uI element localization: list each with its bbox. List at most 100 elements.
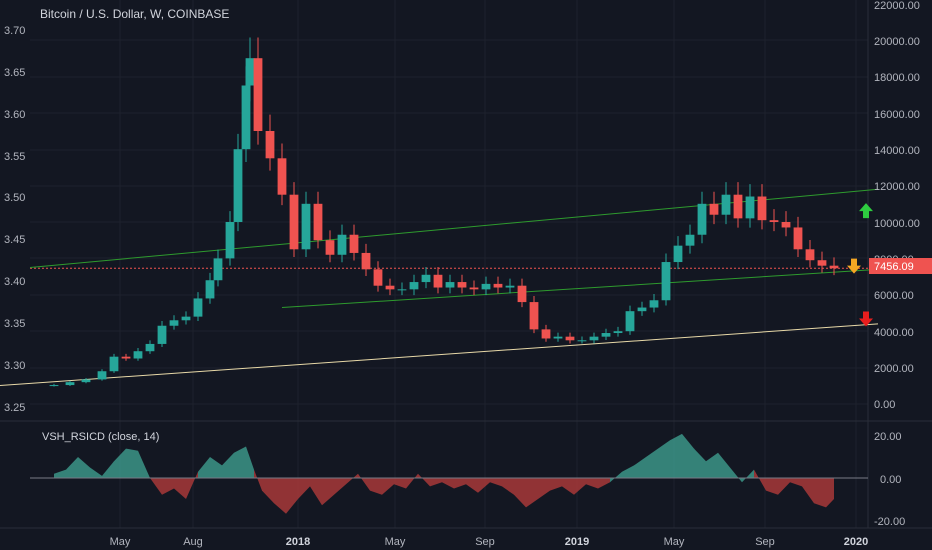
indicator-area [778, 478, 790, 495]
candle [421, 274, 431, 283]
indicator-area [622, 465, 634, 478]
candle [133, 351, 143, 359]
indicator-area [246, 446, 254, 478]
indicator-area [658, 440, 670, 478]
indicator-area [490, 478, 502, 487]
indicator-area [454, 478, 466, 489]
indicator-area [262, 478, 274, 504]
indicator-area [526, 478, 538, 508]
trendline [281, 268, 879, 309]
candle [361, 252, 371, 270]
candle [433, 274, 443, 288]
candle [565, 336, 575, 341]
indicator-area [814, 478, 826, 508]
indicator-area [66, 457, 78, 478]
candle [213, 258, 223, 281]
indicator-area [234, 446, 246, 478]
x-tick: May [664, 536, 685, 548]
candle [265, 131, 275, 159]
candle [409, 282, 419, 290]
indicator-tick: 0.00 [880, 474, 901, 486]
candle [541, 329, 551, 339]
indicator-area [210, 457, 222, 478]
candle [181, 316, 191, 321]
indicator-area [670, 433, 682, 478]
candle [253, 58, 263, 132]
left-tick: 3.35 [4, 318, 25, 330]
indicator-area [694, 448, 706, 478]
chart-title: Bitcoin / U.S. Dollar, W, COINBASE [40, 7, 229, 21]
indicator-area [634, 457, 646, 478]
x-tick: 2018 [286, 536, 310, 548]
indicator-area [274, 478, 286, 514]
indicator-area [298, 478, 310, 499]
indicator-area [222, 452, 234, 478]
right-tick: 4000.00 [874, 327, 914, 339]
candle [757, 196, 767, 221]
last-price-label: 7456.09 [869, 258, 932, 274]
indicator-area [138, 450, 150, 478]
indicator-area [562, 478, 574, 495]
x-tick: May [385, 536, 406, 548]
candle [661, 262, 671, 301]
indicator-area [754, 469, 766, 491]
indicator-area [126, 448, 138, 478]
candle [745, 196, 755, 219]
x-tick: Sep [755, 536, 775, 548]
trendline [0, 323, 879, 387]
left-tick: 3.30 [4, 360, 25, 372]
candle [805, 249, 815, 261]
candle [241, 85, 251, 150]
candle [517, 285, 527, 303]
candle [397, 289, 407, 291]
arrow-down-icon [847, 258, 861, 274]
indicator-area [550, 478, 562, 491]
indicator-area [610, 471, 622, 483]
candle [505, 285, 515, 288]
left-tick: 3.55 [4, 151, 25, 163]
indicator-area [418, 473, 430, 487]
candle [49, 385, 59, 387]
candle [817, 260, 827, 266]
candle [205, 280, 215, 299]
indicator-tick: 20.00 [874, 431, 902, 443]
indicator-area [538, 478, 550, 499]
indicator-area [790, 478, 802, 487]
indicator-area [114, 448, 126, 478]
indicator-area [598, 478, 610, 489]
left-tick: 3.60 [4, 109, 25, 121]
candle [589, 336, 599, 341]
indicator-area [102, 461, 114, 478]
candle [97, 371, 107, 380]
left-tick: 3.45 [4, 234, 25, 246]
candle [373, 269, 383, 286]
indicator-area [718, 452, 730, 478]
right-tick: 14000.00 [874, 145, 920, 157]
candle [313, 203, 323, 241]
indicator-area [826, 478, 834, 508]
indicator-area [682, 433, 694, 478]
candle [233, 149, 243, 222]
candle [481, 283, 491, 290]
candle [781, 222, 791, 228]
candle [769, 220, 779, 222]
indicator-pane [30, 433, 868, 514]
right-tick: 12000.00 [874, 181, 920, 193]
indicator-title: VSH_RSICD (close, 14) [42, 431, 159, 443]
indicator-area [186, 471, 198, 499]
indicator-area [254, 469, 262, 491]
indicator-area [394, 478, 406, 489]
candle [577, 340, 587, 342]
candle [649, 300, 659, 308]
candle [673, 245, 683, 263]
candle [385, 285, 395, 290]
x-axis: May Aug 2018 May Sep 2019 May Sep 2020 [110, 536, 869, 548]
candle [289, 194, 299, 250]
indicator-area [310, 478, 322, 506]
right-tick: 10000.00 [874, 218, 920, 230]
left-tick: 3.65 [4, 67, 25, 79]
indicator-area [78, 457, 90, 478]
candle [145, 343, 155, 352]
candle [625, 311, 635, 332]
candle [493, 283, 503, 288]
